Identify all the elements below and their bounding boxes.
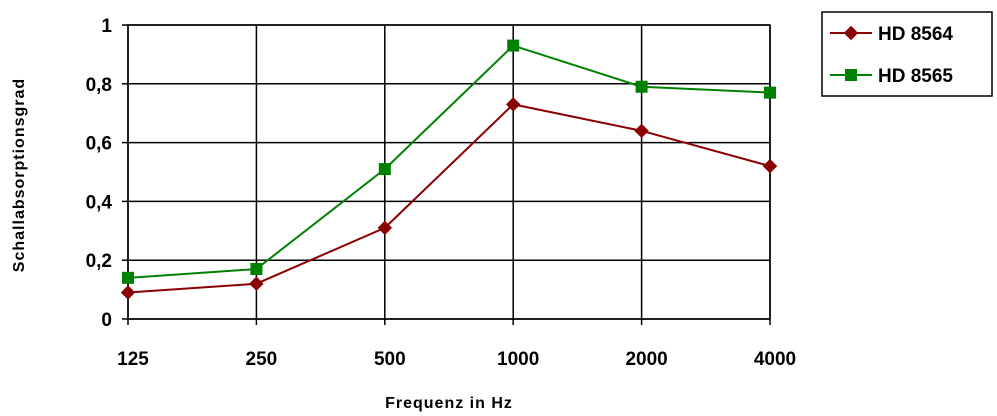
x-tick-label: 4000 xyxy=(754,349,796,370)
data-point xyxy=(377,220,393,236)
data-point xyxy=(249,276,264,291)
y-tick-label: 0,2 xyxy=(86,251,112,272)
plot-area xyxy=(127,24,771,320)
x-tick-label: 1000 xyxy=(497,349,539,370)
data-point xyxy=(120,285,136,300)
series-layer xyxy=(120,39,778,300)
data-point xyxy=(764,86,776,99)
y-tick-label: 0,4 xyxy=(86,192,113,213)
y-tick-label: 0,8 xyxy=(86,75,112,96)
data-point xyxy=(505,97,521,112)
y-axis-title: Schallabsorptionsgrad xyxy=(11,78,28,272)
series-line xyxy=(127,103,771,294)
data-point xyxy=(634,123,649,139)
series-line xyxy=(127,44,771,279)
y-tick-labels: 0 0,2 0,4 0,6 0,8 1 xyxy=(86,16,113,331)
y-tick-label: 0,6 xyxy=(86,134,112,155)
series-hd-8564 xyxy=(120,97,778,300)
y-tick-label: 0 xyxy=(101,310,112,331)
x-axis-title: Frequenz in Hz xyxy=(385,395,513,412)
data-point xyxy=(122,271,134,284)
legend-label: HD 8565 xyxy=(878,66,953,87)
data-point xyxy=(250,263,263,276)
legend-marker xyxy=(843,25,859,41)
legend-box xyxy=(821,11,993,97)
x-tick-label: 500 xyxy=(374,349,406,370)
grid xyxy=(122,24,771,325)
legend: HD 8564 HD 8565 xyxy=(821,11,993,97)
x-tick-label: 2000 xyxy=(625,349,667,370)
legend-item: HD 8564 xyxy=(830,24,953,45)
series-hd-8565 xyxy=(122,39,776,284)
data-point xyxy=(635,80,648,93)
y-tick-label: 1 xyxy=(101,16,112,37)
legend-marker xyxy=(845,69,857,81)
data-point xyxy=(762,158,778,174)
x-tick-label: 125 xyxy=(117,349,149,370)
x-tick-labels: 125 250 500 1000 2000 4000 xyxy=(117,349,796,370)
legend-item: HD 8565 xyxy=(830,66,953,87)
legend-label: HD 8564 xyxy=(878,24,953,45)
data-point xyxy=(507,39,520,52)
data-point xyxy=(378,163,391,176)
x-tick-label: 250 xyxy=(246,349,278,370)
